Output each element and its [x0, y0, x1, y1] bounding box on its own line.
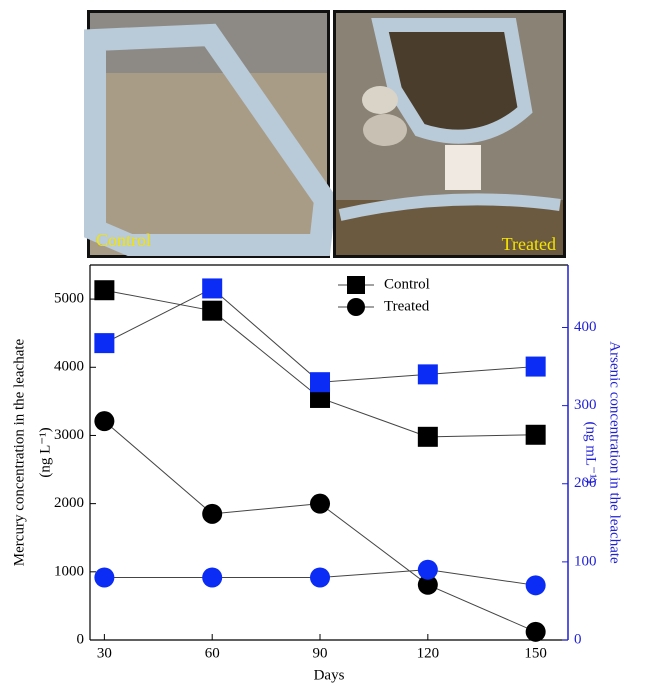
data-point	[418, 560, 438, 580]
y-axis-title: (ng L⁻¹)	[37, 427, 53, 477]
y2-tick-label: 0	[574, 631, 582, 647]
y-tick-label: 2000	[54, 495, 84, 511]
legend-marker	[347, 276, 365, 294]
x-tick-label: 60	[205, 645, 220, 661]
data-point	[94, 411, 114, 431]
data-point	[202, 504, 222, 524]
y2-axis-title: Arsenic concentration in the leachate	[607, 341, 623, 564]
data-point	[94, 280, 114, 300]
photo-treated: Treated	[333, 10, 566, 258]
data-point	[526, 425, 546, 445]
data-point	[202, 568, 222, 588]
x-tick-label: 90	[313, 645, 328, 661]
x-tick-label: 120	[417, 645, 440, 661]
photo-control: Control	[87, 10, 330, 258]
photo-label: Treated	[502, 234, 556, 254]
y-tick-label: 0	[77, 631, 85, 647]
series-line	[104, 290, 535, 437]
y2-axis-title: (ng mL⁻¹)	[583, 422, 599, 484]
legend-label: Treated	[384, 298, 430, 314]
data-point	[310, 494, 330, 514]
y-tick-label: 5000	[54, 291, 84, 307]
x-axis-title: Days	[314, 667, 345, 683]
data-point	[526, 575, 546, 595]
data-point	[526, 357, 546, 377]
figure: Control Treated 306090120150010002000300…	[0, 0, 654, 685]
data-point	[418, 427, 438, 447]
x-tick-label: 150	[524, 645, 547, 661]
y-axis-title: Mercury concentration in the leachate	[11, 338, 27, 566]
y-tick-label: 1000	[54, 563, 84, 579]
data-point	[94, 333, 114, 353]
data-point	[310, 568, 330, 588]
data-point	[526, 622, 546, 642]
y-tick-label: 3000	[54, 427, 84, 443]
data-point	[418, 364, 438, 384]
data-point	[202, 278, 222, 298]
x-tick-label: 30	[97, 645, 112, 661]
y2-tick-label: 400	[574, 319, 597, 335]
y2-tick-label: 100	[574, 553, 597, 569]
y2-tick-label: 300	[574, 397, 597, 413]
photo-label: Control	[96, 230, 151, 250]
series-line	[104, 421, 535, 632]
data-point	[310, 372, 330, 392]
data-point	[202, 301, 222, 321]
legend-label: Control	[384, 276, 430, 292]
data-point	[94, 568, 114, 588]
y-tick-label: 4000	[54, 359, 84, 375]
legend-marker	[347, 298, 365, 316]
